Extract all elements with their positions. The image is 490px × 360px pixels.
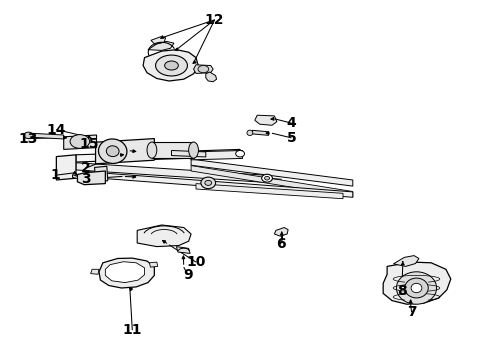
Polygon shape (29, 133, 64, 139)
Text: 11: 11 (122, 323, 142, 337)
Polygon shape (255, 115, 277, 125)
Polygon shape (172, 150, 206, 157)
Ellipse shape (405, 278, 428, 298)
Polygon shape (96, 139, 154, 164)
Text: 8: 8 (397, 284, 407, 298)
Polygon shape (148, 41, 174, 50)
Ellipse shape (189, 142, 198, 158)
Text: 15: 15 (80, 137, 99, 151)
Ellipse shape (165, 61, 178, 70)
Polygon shape (56, 155, 76, 180)
Polygon shape (191, 159, 353, 186)
Polygon shape (176, 247, 190, 253)
Ellipse shape (147, 142, 157, 158)
Polygon shape (191, 150, 243, 160)
Ellipse shape (98, 139, 127, 163)
Ellipse shape (155, 55, 187, 76)
Polygon shape (252, 130, 269, 135)
Text: 7: 7 (407, 305, 416, 319)
Polygon shape (191, 166, 353, 197)
Ellipse shape (198, 66, 209, 73)
Text: 4: 4 (287, 116, 296, 130)
Polygon shape (76, 163, 267, 183)
Text: 14: 14 (47, 123, 66, 136)
Text: 2: 2 (81, 161, 91, 175)
Polygon shape (105, 262, 145, 283)
Polygon shape (383, 262, 451, 304)
Ellipse shape (262, 174, 272, 182)
Polygon shape (77, 171, 105, 185)
Ellipse shape (247, 130, 253, 135)
Polygon shape (196, 184, 343, 199)
Polygon shape (149, 262, 158, 267)
Polygon shape (73, 175, 77, 179)
Text: 13: 13 (19, 132, 38, 145)
Polygon shape (393, 256, 419, 266)
Text: 6: 6 (276, 237, 286, 251)
Polygon shape (91, 269, 99, 274)
Ellipse shape (236, 150, 245, 157)
Polygon shape (274, 228, 288, 236)
Text: 1: 1 (50, 168, 60, 182)
Ellipse shape (106, 146, 119, 157)
Polygon shape (151, 37, 166, 44)
Polygon shape (194, 65, 213, 73)
Text: 10: 10 (186, 255, 206, 269)
Polygon shape (86, 172, 353, 197)
Polygon shape (143, 50, 198, 81)
Polygon shape (206, 72, 217, 82)
Ellipse shape (205, 180, 212, 185)
Text: 5: 5 (287, 131, 296, 145)
Text: 3: 3 (81, 172, 91, 186)
Polygon shape (64, 135, 97, 149)
Text: 9: 9 (183, 268, 193, 282)
Ellipse shape (201, 177, 216, 189)
Polygon shape (137, 225, 191, 247)
Ellipse shape (70, 135, 90, 148)
Polygon shape (95, 166, 108, 182)
Ellipse shape (24, 132, 33, 139)
Ellipse shape (396, 272, 437, 304)
Polygon shape (152, 142, 194, 158)
Ellipse shape (411, 283, 422, 293)
Ellipse shape (265, 176, 270, 180)
Polygon shape (76, 149, 240, 162)
Polygon shape (99, 258, 154, 288)
Text: 12: 12 (205, 13, 224, 27)
